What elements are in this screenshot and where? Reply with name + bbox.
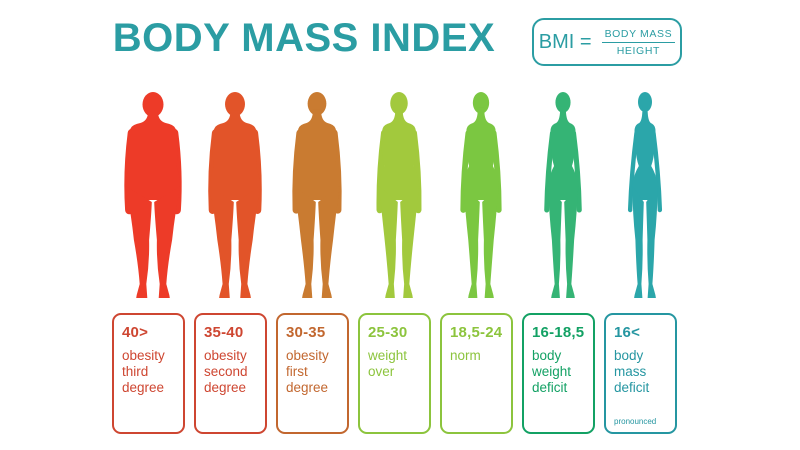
female-silhouette-icon	[208, 92, 262, 298]
bmi-range-value: 25-30	[368, 324, 408, 341]
female-silhouette-icon	[124, 92, 182, 298]
figure-silhouette-5	[440, 90, 522, 302]
category-card-3: 30-35 obesity first degree	[276, 313, 349, 434]
figure-silhouette-2	[194, 90, 276, 302]
figures-row	[112, 90, 686, 302]
category-note: pronounced	[614, 417, 657, 426]
figure-silhouette-7	[604, 90, 686, 302]
category-label: body mass deficit	[614, 348, 650, 395]
formula-fraction: BODY MASS HEIGHT	[601, 28, 676, 57]
category-card-7: 16< body mass deficit pronounced	[604, 313, 677, 434]
formula-denominator: HEIGHT	[616, 44, 661, 57]
category-row: 40> obesity third degree 35-40 obesity seco…	[112, 313, 677, 434]
female-silhouette-icon	[627, 92, 663, 298]
figure-silhouette-1	[112, 90, 194, 302]
page-title: BODY MASS INDEX	[112, 16, 496, 60]
category-card-5: 18,5-24 norm	[440, 313, 513, 434]
category-card-1: 40> obesity third degree	[112, 313, 185, 434]
female-silhouette-icon	[376, 92, 422, 298]
bmi-formula-box: BMI = BODY MASS HEIGHT	[532, 18, 682, 66]
category-label: body weight deficit	[532, 348, 572, 395]
bmi-range-value: 16<	[614, 324, 641, 341]
category-label: norm	[450, 348, 481, 363]
category-label: obesity first degree	[286, 348, 329, 395]
bmi-range-value: 16-18,5	[532, 324, 585, 341]
female-silhouette-icon	[292, 92, 342, 298]
figure-silhouette-3	[276, 90, 358, 302]
female-silhouette-icon	[544, 92, 582, 298]
category-card-4: 25-30 weight over	[358, 313, 431, 434]
formula-lhs: BMI =	[538, 30, 592, 53]
bmi-range-value: 40>	[122, 324, 149, 341]
category-label: obesity second degree	[204, 348, 248, 395]
formula-numerator: BODY MASS	[601, 28, 676, 43]
female-silhouette-icon	[460, 92, 502, 298]
category-card-2: 35-40 obesity second degree	[194, 313, 267, 434]
bmi-range-value: 35-40	[204, 324, 244, 341]
category-label: obesity third degree	[122, 348, 165, 395]
bmi-range-value: 30-35	[286, 324, 326, 341]
figure-silhouette-4	[358, 90, 440, 302]
category-card-6: 16-18,5 body weight deficit	[522, 313, 595, 434]
figure-silhouette-6	[522, 90, 604, 302]
category-label: weight over	[368, 348, 408, 379]
bmi-range-value: 18,5-24	[450, 324, 503, 341]
